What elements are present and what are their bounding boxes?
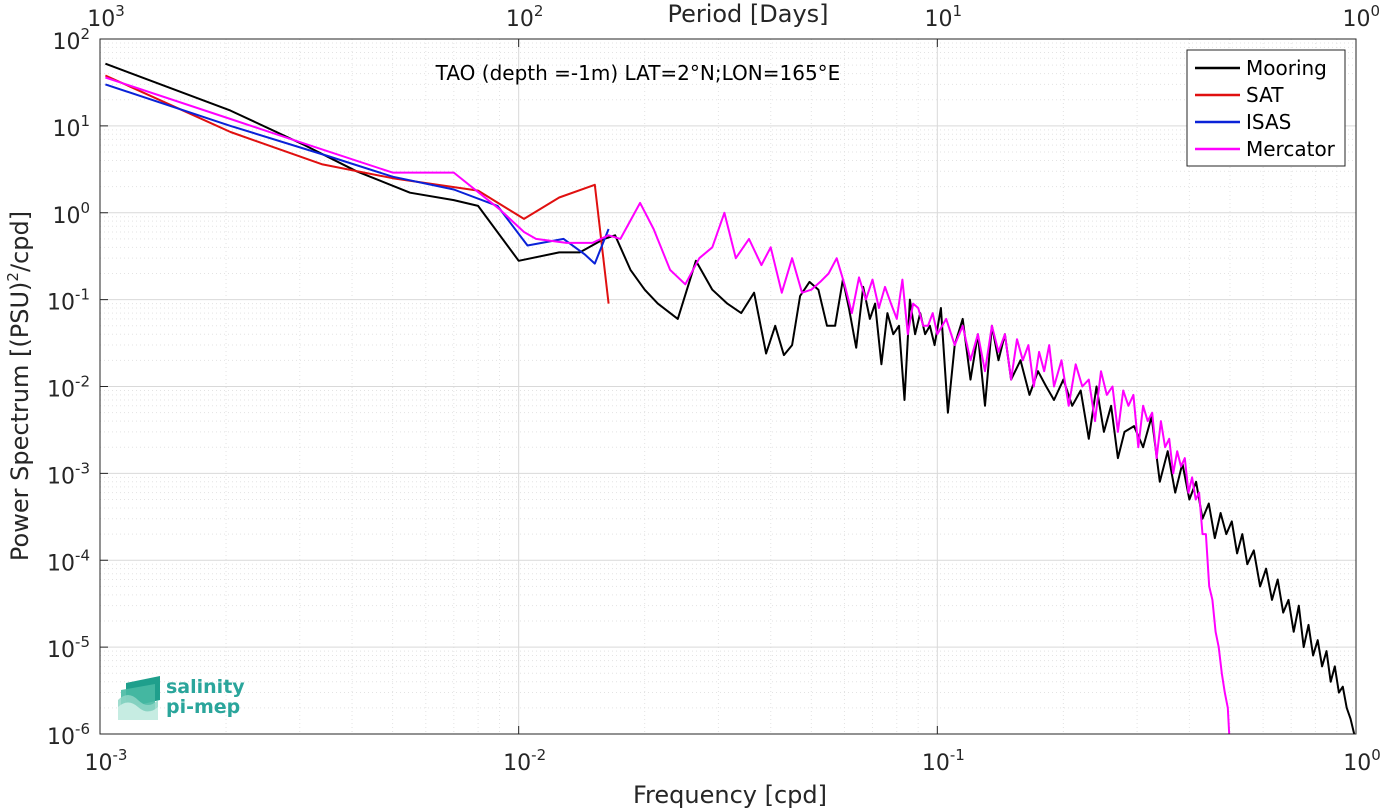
y-tick-label: 10-1 — [47, 286, 90, 316]
x-axis-label: Frequency [cpd] — [633, 781, 827, 809]
legend: Mooring SAT ISAS Mercator — [1186, 49, 1346, 167]
top-tick-label: 103 — [87, 2, 125, 32]
y-tick-label: 10-4 — [47, 546, 90, 576]
tick-labels: 10-3 10-2 10-1 100 102 101 100 10-1 10-2 10-3 10-4… — [47, 2, 1381, 776]
x-tick-label: 100 — [1343, 746, 1381, 776]
y-tick-label: 10-5 — [47, 633, 90, 663]
grid — [99, 39, 1356, 735]
top-tick-label: 102 — [506, 2, 544, 32]
top-tick-label: 101 — [925, 2, 963, 32]
chart-title: TAO (depth =-1m) LAT=2°N;LON=165°E — [435, 61, 841, 85]
series-line-mercator — [105, 76, 1231, 735]
y-axis-label-superscript: 2 — [4, 272, 22, 282]
series-line-isas — [105, 83, 610, 265]
logo-text-line1: salinity — [166, 676, 245, 698]
y-tick-label: 100 — [52, 199, 90, 229]
logo-mark-icon — [118, 676, 160, 720]
y-tick-label: 10-2 — [47, 373, 90, 403]
salinity-pi-mep-logo: salinity pi-mep — [118, 676, 245, 720]
x-tick-label: 10-1 — [922, 746, 965, 776]
y-axis-label: Power Spectrum [(PSU)2/cpd] — [4, 211, 34, 561]
y-tick-label: 10-3 — [47, 459, 90, 489]
logo-text-line2: pi-mep — [166, 696, 240, 718]
y-tick-label: 10-6 — [47, 720, 90, 750]
y-axis-label-main: Power Spectrum [(PSU) — [6, 282, 34, 561]
series-lines — [104, 62, 1356, 735]
top-tick-label: 100 — [1342, 2, 1380, 32]
legend-label-mooring: Mooring — [1246, 56, 1327, 80]
x-tick-label: 10-2 — [503, 746, 546, 776]
series-line-mooring — [105, 62, 1356, 735]
legend-label-sat: SAT — [1246, 83, 1284, 107]
x-tick-label: 10-3 — [85, 746, 128, 776]
y-tick-label: 101 — [52, 112, 90, 142]
legend-box — [1186, 49, 1346, 167]
y-axis-label-tail: /cpd] — [6, 211, 34, 272]
series-line-sat — [104, 74, 610, 304]
legend-label-mercator: Mercator — [1246, 137, 1336, 161]
legend-label-isas: ISAS — [1246, 110, 1291, 134]
y-tick-label: 102 — [52, 25, 90, 55]
top-axis-label: Period [Days] — [667, 0, 828, 28]
